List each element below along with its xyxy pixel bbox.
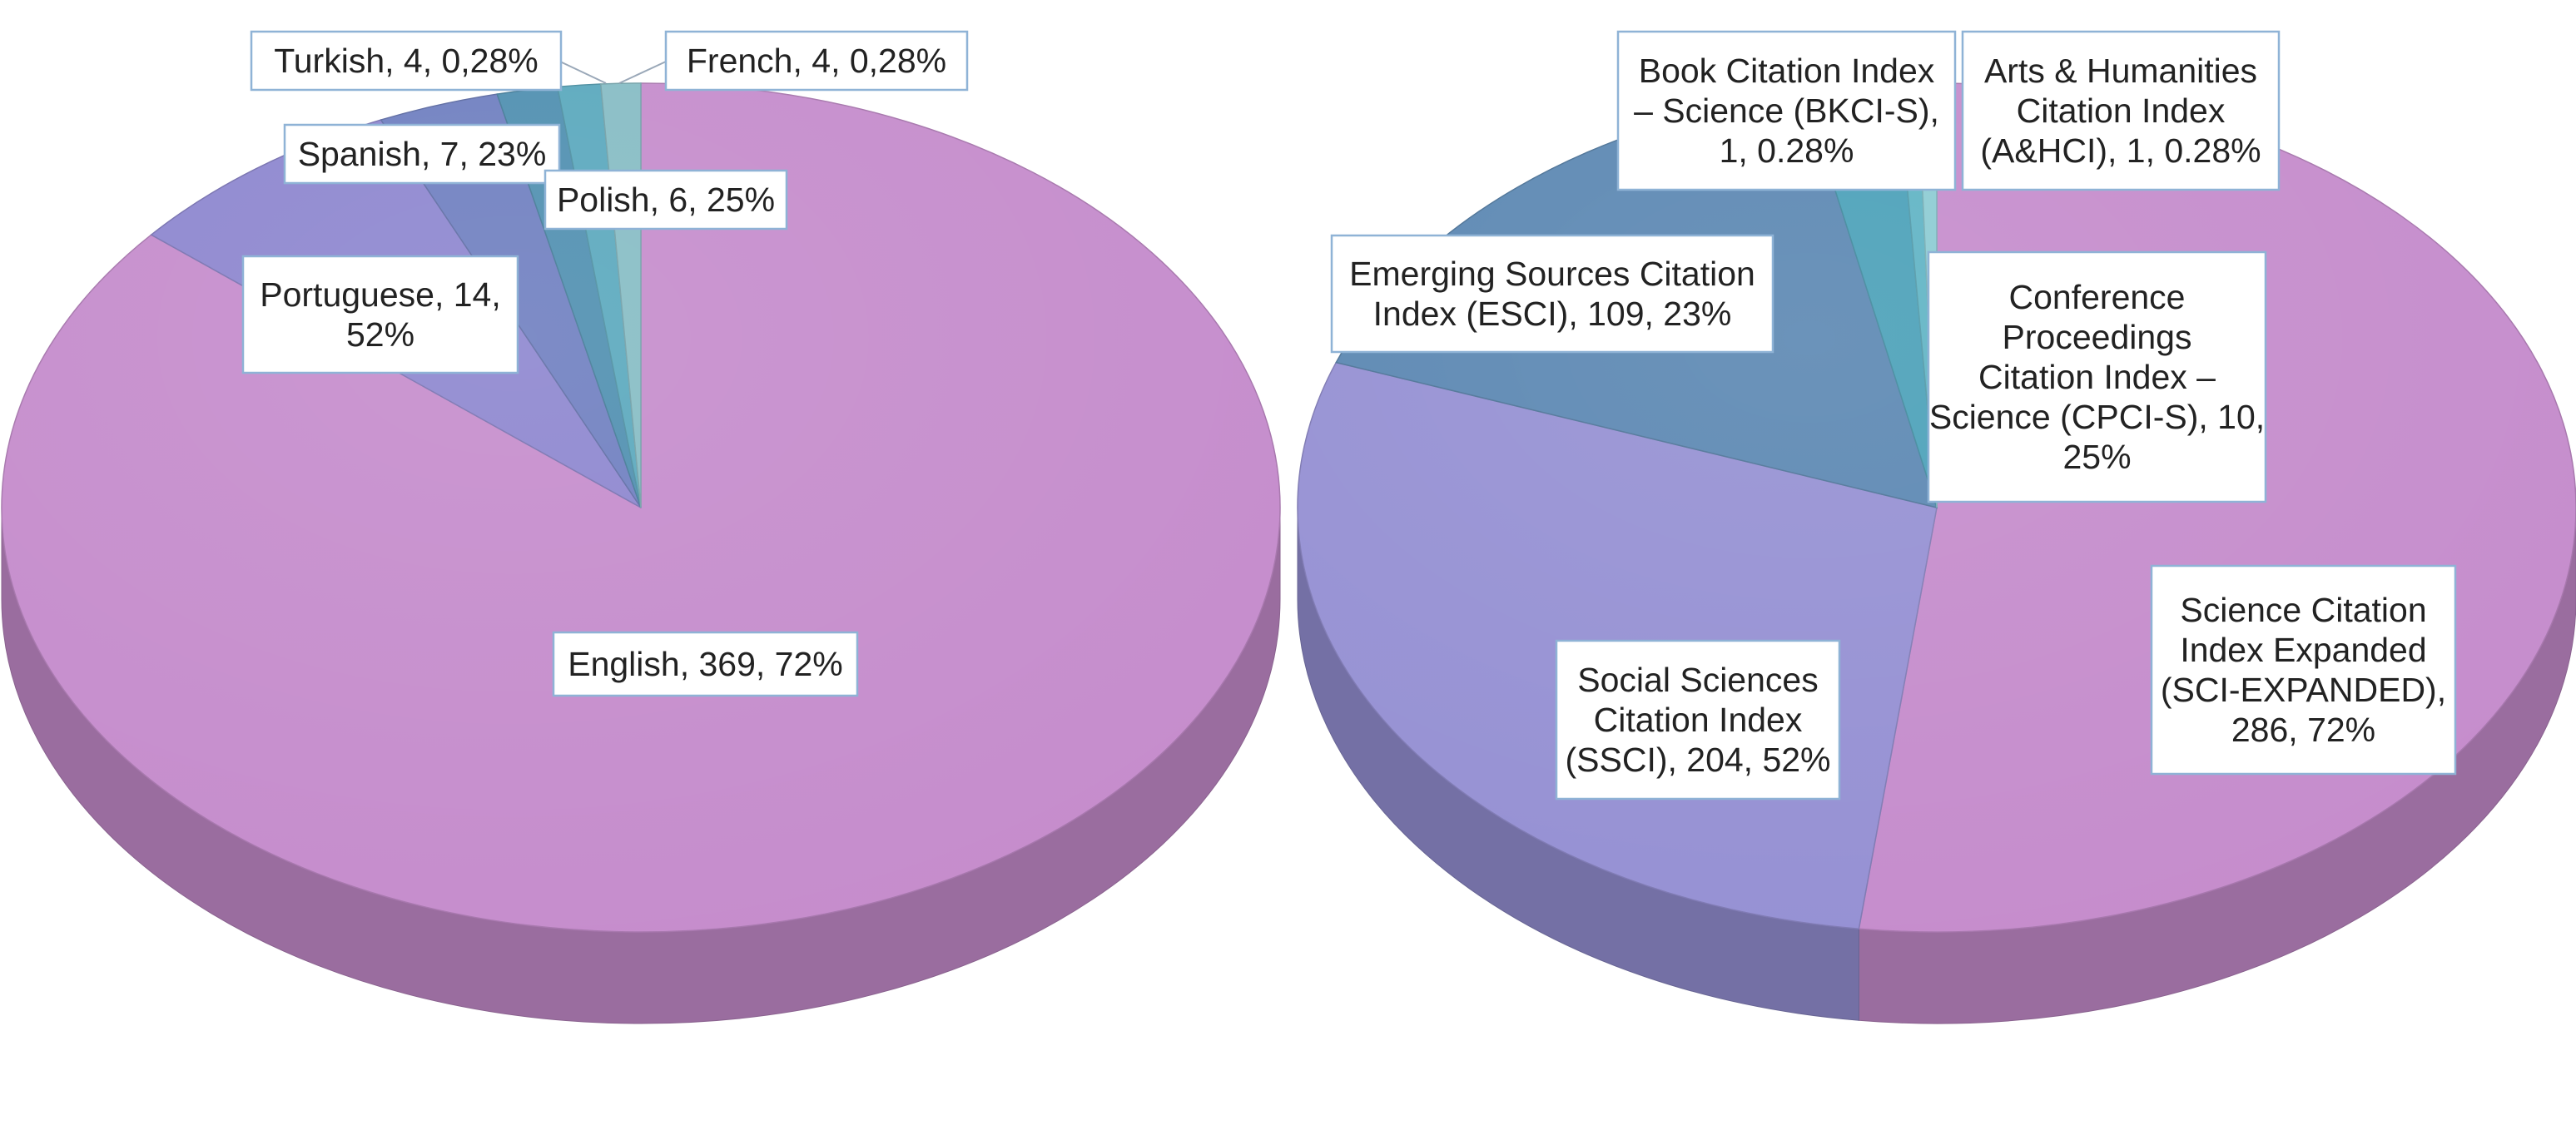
data-label-text: Science Citation Index Expanded (SCI-EXPAN… xyxy=(2161,591,2446,749)
language-pie-chart: English, 369, 72% Portuguese, 14, 52% Spani… xyxy=(1,30,1281,1024)
pie-top-faces xyxy=(1297,82,2576,933)
data-label-box xyxy=(1330,234,1774,354)
leader-line xyxy=(559,61,607,84)
pie-labels: English, 369, 72% Portuguese, 14, 52% Spani… xyxy=(241,30,969,697)
data-label-text: English, 369, 72% xyxy=(568,645,843,683)
data-label-science-citation-index-expanded-sci-expanded: Science Citation Index Expanded (SCI-EXPAN… xyxy=(2150,564,2457,776)
data-label-text: French, 4, 0,28% xyxy=(687,42,946,80)
data-label-text: Arts & Humanities Citation Index (A&HCI), … xyxy=(1980,52,2261,170)
data-label-text: Book Citation Index – Science (BKCI-S), 1,… xyxy=(1634,52,1939,170)
leader-line xyxy=(618,61,667,84)
data-label-french: French, 4, 0,28% xyxy=(664,30,969,92)
data-label-spanish: Spanish, 7, 23% xyxy=(283,123,561,185)
data-label-box xyxy=(241,255,519,374)
data-label-box xyxy=(543,169,788,230)
data-label-box xyxy=(2150,564,2457,776)
data-label-turkish: Turkish, 4, 0,28% xyxy=(250,30,563,92)
data-label-text: Social Sciences Citation Index (SSCI), 204… xyxy=(1565,661,1830,779)
data-label-box xyxy=(552,631,859,697)
data-label-text: Spanish, 7, 23% xyxy=(298,135,547,173)
pie-sheen xyxy=(1298,83,2576,932)
data-label-social-sciences-citation-index-ssci: Social Sciences Citation Index (SSCI), 204… xyxy=(1555,639,1841,800)
data-label-text: Portuguese, 14, 52% xyxy=(260,275,500,354)
data-label-conference-proceedings-citation-index-science-cpci-s: Conference Proceedings Citation Index – Sci… xyxy=(1927,250,2267,503)
data-label-box xyxy=(1927,250,2267,503)
citation-index-pie-chart: Science Citation Index Expanded (SCI-EXPAN… xyxy=(1297,30,2576,1024)
data-label-emerging-sources-citation-index-esci: Emerging Sources Citation Index (ESCI), 1… xyxy=(1330,234,1774,354)
data-label-box xyxy=(283,123,561,185)
data-label-arts-humanities-citation-index-a-hci: Arts & Humanities Citation Index (A&HCI), … xyxy=(1961,30,2281,191)
data-label-box xyxy=(664,30,969,92)
data-label-box xyxy=(1555,639,1841,800)
data-label-text: Polish, 6, 25% xyxy=(557,181,775,219)
data-label-text: Emerging Sources Citation Index (ESCI), 1… xyxy=(1349,255,1755,333)
data-label-english: English, 369, 72% xyxy=(552,631,859,697)
data-label-box xyxy=(250,30,563,92)
data-label-book-citation-index-science-bkci-s: Book Citation Index – Science (BKCI-S), 1,… xyxy=(1616,30,1957,191)
data-label-portuguese: Portuguese, 14, 52% xyxy=(241,255,519,374)
data-label-polish: Polish, 6, 25% xyxy=(543,169,788,230)
pie-labels: Science Citation Index Expanded (SCI-EXPAN… xyxy=(1330,30,2457,800)
data-label-box xyxy=(1961,30,2281,191)
data-label-text: Conference Proceedings Citation Index – Sci… xyxy=(1929,278,2265,476)
data-label-box xyxy=(1616,30,1957,191)
data-label-text: Turkish, 4, 0,28% xyxy=(274,42,539,80)
